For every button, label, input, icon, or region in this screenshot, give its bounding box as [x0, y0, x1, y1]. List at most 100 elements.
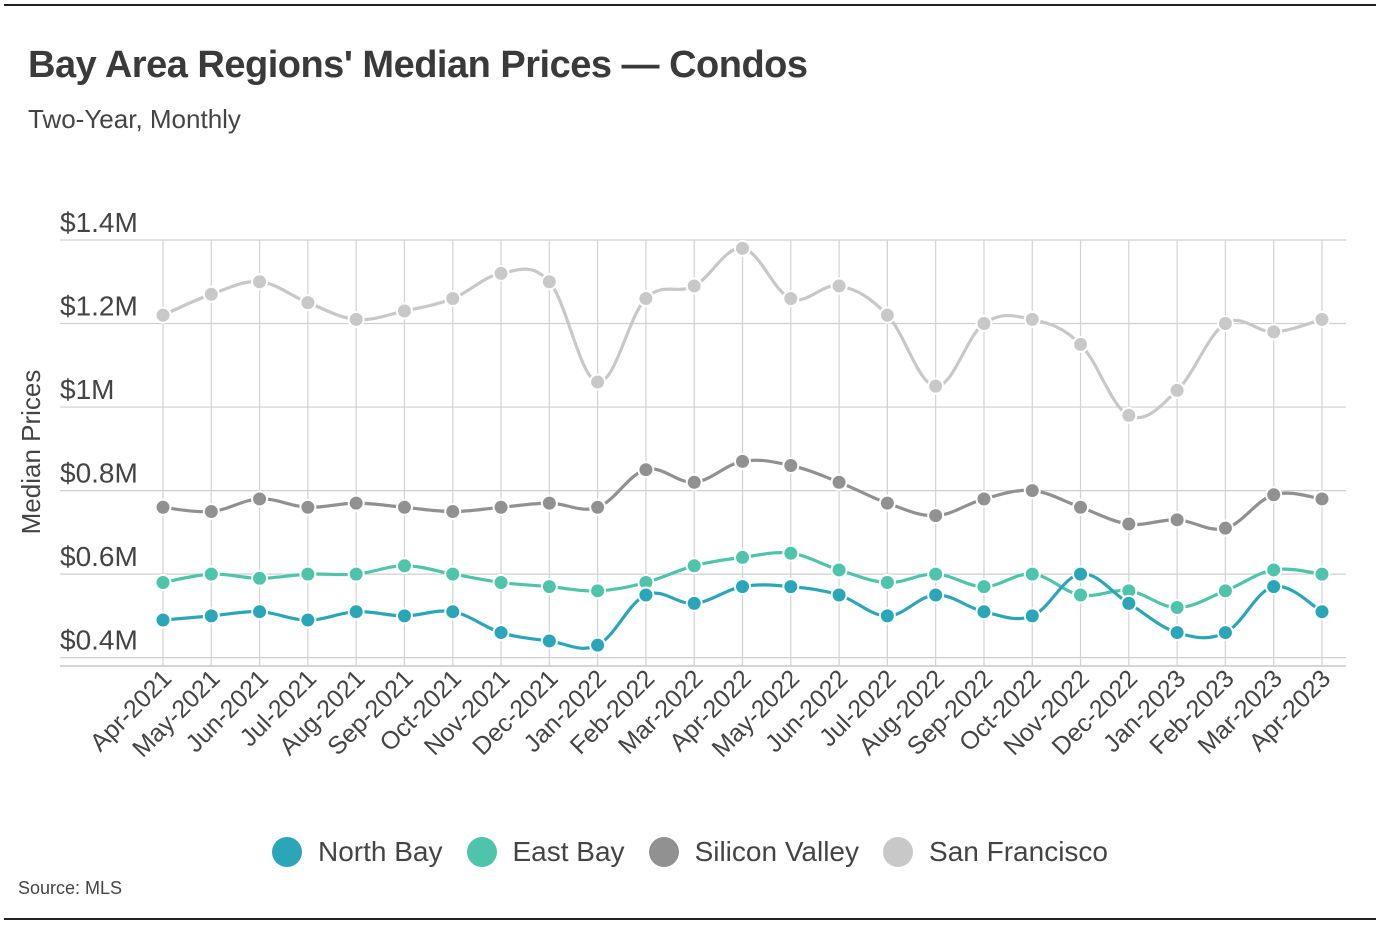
data-point-san-francisco — [1023, 310, 1041, 328]
data-point-silicon-valley — [1265, 486, 1283, 504]
data-point-north-bay — [154, 611, 172, 629]
data-point-north-bay — [492, 624, 510, 642]
data-point-east-bay — [492, 573, 510, 591]
data-point-san-francisco — [830, 277, 848, 295]
data-point-north-bay — [975, 603, 993, 621]
y-tick-label: $1.2M — [60, 291, 138, 322]
data-point-north-bay — [1023, 607, 1041, 625]
data-point-san-francisco — [251, 273, 269, 291]
data-point-silicon-valley — [734, 452, 751, 470]
data-point-silicon-valley — [444, 502, 462, 520]
data-point-east-bay — [1216, 582, 1234, 600]
data-point-east-bay — [1023, 565, 1041, 583]
data-point-east-bay — [202, 565, 220, 583]
y-tick-label: $0.6M — [60, 541, 138, 572]
legend-item-silicon-valley: Silicon Valley — [648, 836, 860, 868]
data-point-east-bay — [540, 578, 558, 596]
legend-swatch — [883, 837, 914, 867]
data-point-silicon-valley — [637, 461, 655, 479]
data-point-silicon-valley — [1216, 519, 1234, 537]
data-point-san-francisco — [1265, 323, 1283, 341]
data-point-silicon-valley — [782, 457, 800, 475]
chart-title: Bay Area Regions' Median Prices — Condos — [28, 44, 808, 86]
data-point-san-francisco — [975, 315, 993, 333]
data-point-silicon-valley — [154, 498, 172, 516]
data-point-east-bay — [395, 557, 413, 575]
data-point-north-bay — [878, 607, 896, 625]
data-point-north-bay — [927, 586, 945, 604]
data-point-san-francisco — [395, 302, 413, 320]
data-point-silicon-valley — [1023, 482, 1041, 500]
y-tick-label: $1.4M — [60, 207, 138, 238]
top-rule — [4, 4, 1376, 6]
data-point-north-bay — [1216, 624, 1234, 642]
data-point-east-bay — [154, 573, 172, 591]
legend-item-north-bay: North Bay — [272, 836, 443, 868]
data-point-north-bay — [299, 611, 317, 629]
data-point-east-bay — [975, 578, 993, 596]
data-point-north-bay — [1265, 578, 1283, 596]
legend-label: Silicon Valley — [694, 836, 860, 867]
series-silicon-valley — [154, 452, 1331, 537]
data-point-silicon-valley — [927, 507, 945, 525]
data-point-san-francisco — [492, 264, 510, 282]
data-point-north-bay — [685, 594, 703, 612]
data-point-san-francisco — [1313, 310, 1331, 328]
data-point-north-bay — [782, 578, 800, 596]
data-point-san-francisco — [540, 273, 558, 291]
bottom-rule — [4, 918, 1376, 920]
data-point-silicon-valley — [492, 498, 510, 516]
data-point-silicon-valley — [975, 490, 993, 508]
data-point-silicon-valley — [830, 473, 848, 491]
data-point-san-francisco — [1168, 381, 1186, 399]
data-point-san-francisco — [1072, 335, 1090, 353]
data-point-east-bay — [251, 569, 269, 587]
data-point-san-francisco — [589, 373, 607, 391]
data-point-east-bay — [685, 557, 703, 575]
data-point-silicon-valley — [1120, 515, 1138, 533]
data-point-silicon-valley — [1072, 498, 1090, 516]
data-point-silicon-valley — [1313, 490, 1331, 508]
data-point-east-bay — [782, 544, 800, 562]
data-point-north-bay — [1313, 603, 1331, 621]
data-point-silicon-valley — [540, 494, 558, 512]
data-point-north-bay — [540, 632, 558, 650]
data-point-north-bay — [1072, 565, 1090, 583]
series-lines — [154, 239, 1331, 654]
source-note: Source: MLS — [18, 878, 123, 898]
data-point-north-bay — [395, 607, 413, 625]
data-point-east-bay — [878, 573, 896, 591]
data-point-north-bay — [251, 603, 269, 621]
data-point-san-francisco — [444, 289, 462, 307]
data-point-east-bay — [1072, 586, 1090, 604]
data-point-east-bay — [927, 565, 945, 583]
data-point-east-bay — [1168, 599, 1186, 617]
data-point-east-bay — [1313, 565, 1331, 583]
data-point-san-francisco — [1216, 315, 1234, 333]
legend: North Bay East Bay Silicon Valley San Franc… — [0, 832, 1380, 872]
data-point-san-francisco — [782, 289, 800, 307]
data-point-san-francisco — [202, 285, 220, 303]
data-point-east-bay — [347, 565, 365, 583]
data-point-silicon-valley — [202, 502, 220, 520]
y-axis-ticks: $0.4M $0.6M $0.8M $1M $1.2M $1.4M — [60, 207, 138, 656]
data-point-silicon-valley — [395, 498, 413, 516]
data-point-san-francisco — [734, 239, 751, 257]
legend-label: East Bay — [512, 836, 625, 867]
data-point-east-bay — [734, 548, 751, 566]
data-point-north-bay — [347, 603, 365, 621]
legend-item-san-francisco: San Francisco — [883, 836, 1108, 868]
series-east-bay — [154, 544, 1331, 617]
data-point-north-bay — [830, 586, 848, 604]
data-point-san-francisco — [299, 294, 317, 312]
legend-swatch — [272, 837, 302, 867]
data-point-silicon-valley — [299, 498, 317, 516]
data-point-silicon-valley — [347, 494, 365, 512]
data-point-san-francisco — [1120, 406, 1138, 424]
data-point-north-bay — [734, 578, 751, 596]
x-axis-ticks: Apr-2021May-2021Jun-2021Jul-2021Aug-2021… — [85, 664, 1337, 762]
data-point-silicon-valley — [251, 490, 269, 508]
y-tick-label: $1M — [60, 374, 114, 405]
data-point-east-bay — [444, 565, 462, 583]
data-point-north-bay — [589, 636, 607, 654]
